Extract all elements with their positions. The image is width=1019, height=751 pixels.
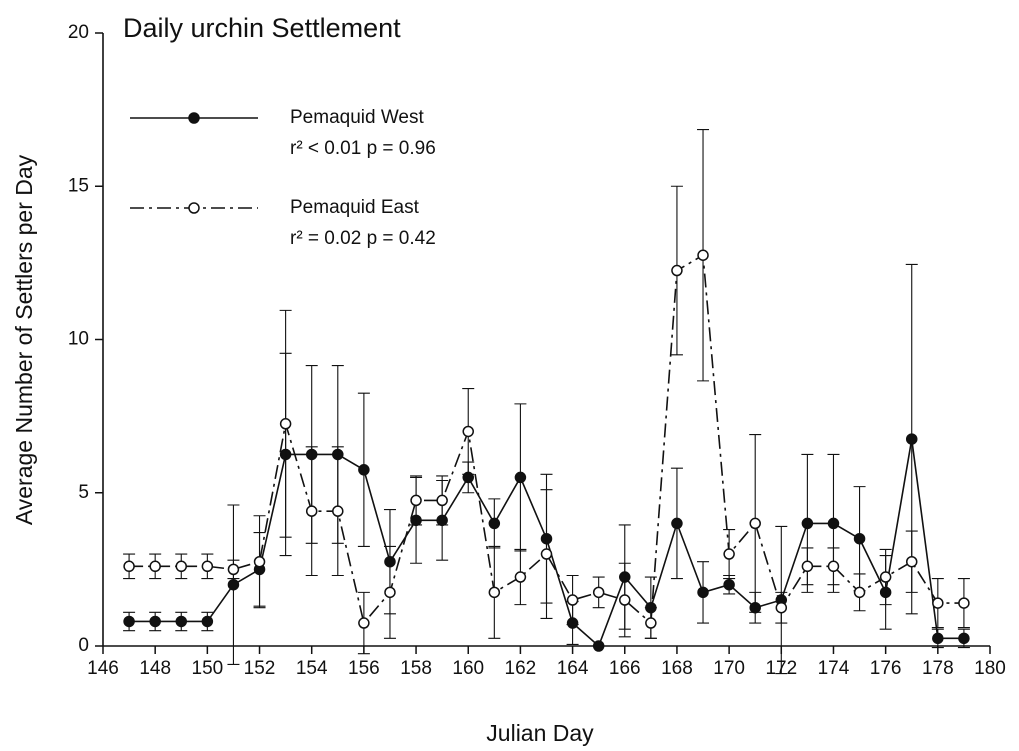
point [540,548,553,560]
x-tick-label: 148 [139,658,171,679]
x-tick-label: 162 [505,658,537,679]
point [723,578,735,591]
y-tick-label: 0 [78,635,89,656]
legend-annotation: r² = 0.02 p = 0.42 [290,228,436,249]
legend-label: Pemaquid West [290,107,424,128]
x-tick-label: 176 [870,658,902,679]
point [932,597,944,609]
point [958,632,970,645]
point [697,586,709,599]
point [697,249,709,261]
point [932,632,944,645]
point [410,494,422,507]
point [775,601,788,614]
y-tick-label: 10 [68,329,89,350]
x-tick-label: 160 [452,658,484,679]
point [905,433,918,445]
x-tick-label: 146 [87,658,119,679]
point [358,617,370,629]
point [749,517,761,530]
point [827,560,840,573]
x-tick-label: 164 [557,658,589,679]
y-tick-label: 5 [78,482,89,503]
point [879,571,892,583]
point [514,571,527,583]
legend-label: Pemaquid East [290,197,420,218]
point [123,560,135,573]
point [801,560,814,573]
point [384,586,396,599]
point [853,532,866,545]
y-axis-label: Average Number of Settlers per Day [11,154,37,525]
point [853,586,866,599]
legend-marker [188,202,200,214]
point [488,586,501,599]
point [827,517,840,530]
x-tick-label: 156 [348,658,380,679]
point [305,505,318,517]
point [175,560,188,573]
point [253,555,266,568]
point [332,505,344,517]
point [462,425,474,438]
point [723,548,735,560]
point [436,494,448,507]
chart-title: Daily urchin Settlement [123,13,401,43]
point [905,555,918,568]
y-tick-label: 20 [68,22,89,43]
point [123,615,135,628]
x-tick-label: 152 [244,658,276,679]
legend-annotation: r² < 0.01 p = 0.96 [290,138,436,159]
point [671,517,683,530]
point [619,594,631,606]
x-tick-label: 174 [818,658,850,679]
x-tick-label: 170 [713,658,745,679]
x-tick-label: 178 [922,658,954,679]
x-axis-label: Julian Day [486,720,594,746]
point [227,578,240,591]
point [227,563,240,576]
point [592,640,605,652]
point [514,471,527,484]
point [958,597,970,609]
point [279,418,292,430]
x-tick-label: 150 [192,658,224,679]
x-tick-label: 166 [609,658,641,679]
point [149,560,161,573]
point [358,464,370,476]
x-tick-label: 158 [400,658,432,679]
point [592,586,605,599]
point [201,615,214,628]
point [175,615,188,628]
point [149,615,161,628]
point [671,264,683,277]
x-tick-label: 180 [974,658,1006,679]
y-tick-label: 15 [68,175,89,196]
x-tick-label: 168 [661,658,693,679]
x-tick-label: 154 [296,658,328,679]
legend-marker [188,112,200,124]
point [566,594,579,606]
point [488,517,501,530]
point [801,517,814,530]
point [645,617,657,629]
point [201,560,214,573]
